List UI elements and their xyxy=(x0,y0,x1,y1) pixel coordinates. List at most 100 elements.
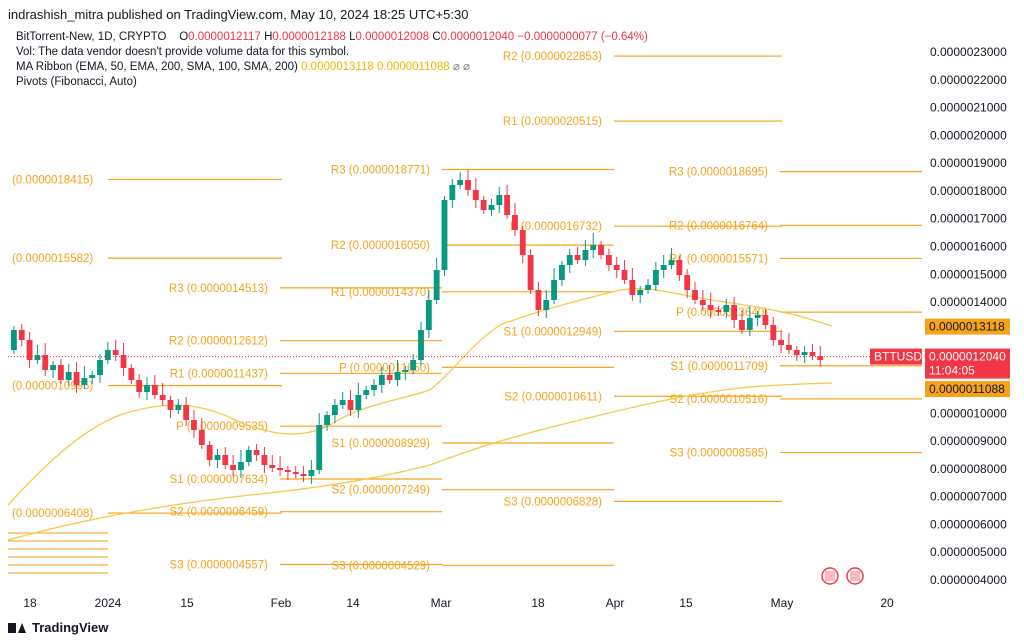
candle-body xyxy=(355,395,362,410)
us-flag-event-icon[interactable] xyxy=(821,567,839,585)
candle-body xyxy=(300,474,307,476)
candle-body xyxy=(754,315,761,318)
y-tick-label: 0.0000009000 xyxy=(930,434,1007,448)
pivot-label: (0.0000015582) xyxy=(12,253,93,265)
candle-body xyxy=(339,400,346,405)
change-value: −0.0000000077 (−0.64%) xyxy=(517,31,648,43)
y-tick-label: 0.0000007000 xyxy=(930,490,1007,504)
ma-ribbon-row[interactable]: MA Ribbon (EMA, 50, EMA, 200, SMA, 100, … xyxy=(16,60,648,75)
pivot-label: P (0.0000011650) xyxy=(339,362,430,374)
y-tick-label: 0.0000023000 xyxy=(930,45,1007,59)
candle-body xyxy=(551,280,557,300)
candle-body xyxy=(316,425,323,470)
y-tick-label: 0.0000019000 xyxy=(930,156,1007,170)
candle-body xyxy=(253,450,260,455)
candle-body xyxy=(245,450,252,462)
pivot-label: (0.0000010995) xyxy=(12,381,93,393)
y-tick-label: 0.0000010000 xyxy=(930,406,1007,420)
pivot-label: S1 (0.0000011709) xyxy=(670,361,768,373)
ma-badge-2-text: 0.0000011088 xyxy=(929,382,1005,396)
candle-body xyxy=(89,375,96,378)
candles xyxy=(8,170,922,484)
candle-body xyxy=(590,245,597,250)
close-value: 0.0000012040 xyxy=(440,31,515,43)
x-tick-label: 15 xyxy=(180,596,194,610)
ma-ribbon-lines xyxy=(7,288,833,541)
candle-body xyxy=(394,372,401,380)
x-tick-label: 18 xyxy=(23,596,37,610)
candle-body xyxy=(167,400,174,410)
x-tick-label: 2024 xyxy=(95,596,122,610)
candle-body xyxy=(598,245,604,255)
candle-body xyxy=(793,350,800,355)
candle-body xyxy=(527,255,534,290)
candle-body xyxy=(285,470,291,472)
candle-body xyxy=(684,275,691,290)
candle-body xyxy=(723,305,730,312)
tradingview-footer[interactable]: TradingView xyxy=(8,620,108,635)
candle-body xyxy=(50,365,56,370)
last-price-badge xyxy=(925,348,1010,379)
y-tick-label: 0.0000022000 xyxy=(930,73,1007,87)
x-tick-label: Apr xyxy=(606,596,625,610)
candle-body xyxy=(11,330,17,350)
ma-value-2: 0.0000011088 xyxy=(376,61,450,73)
candle-body xyxy=(637,290,644,295)
candle-body xyxy=(378,375,385,385)
x-tick-label: 20 xyxy=(880,596,894,610)
candle-body xyxy=(731,305,738,320)
candle-body xyxy=(582,250,589,260)
candle-body xyxy=(496,195,503,205)
pivot-label: R1 (0.0000015571) xyxy=(669,253,768,265)
last-price-text: 0.0000012040 xyxy=(929,350,1006,364)
pivot-label: S3 (0.0000004529) xyxy=(332,560,431,572)
pivot-label: R3 (0.0000018695) xyxy=(669,167,768,179)
x-tick-label: Mar xyxy=(431,596,452,610)
hidden-ma-icons[interactable]: ⌀ ⌀ xyxy=(452,61,470,73)
pivot-label: S3 (0.0000008585) xyxy=(670,448,769,460)
candle-body xyxy=(613,265,620,270)
candle-body xyxy=(73,372,80,385)
candle-body xyxy=(198,430,205,445)
open-label: O xyxy=(179,31,189,43)
y-tick-label: 0.0000021000 xyxy=(930,101,1007,115)
pivot-label: R2 (0.0000022853) xyxy=(503,51,602,63)
candle-body xyxy=(488,205,495,210)
ma-value-1: 0.0000013118 xyxy=(301,61,374,73)
high-label: H xyxy=(264,31,273,43)
pivot-label: P (0.0000013640) xyxy=(676,307,768,319)
candle-body xyxy=(128,368,135,380)
candle-body xyxy=(159,395,166,400)
symbol-badge-text: BTTUSD xyxy=(874,350,922,364)
candle-body xyxy=(104,350,111,360)
candle-body xyxy=(42,355,49,370)
candle-body xyxy=(605,255,612,265)
candle-body xyxy=(472,190,479,200)
candle-body xyxy=(715,310,722,312)
candle-body xyxy=(770,325,777,340)
symbol-badge xyxy=(870,348,922,365)
pivots-row[interactable]: Pivots (Fibonacci, Auto) xyxy=(16,75,648,90)
candle-body xyxy=(692,290,698,300)
symbol-name[interactable]: BitTorrent-New, 1D, CRYPTO xyxy=(16,31,167,43)
candle-body xyxy=(543,300,550,310)
candle-body xyxy=(676,260,683,275)
y-tick-label: 0.0000008000 xyxy=(930,462,1007,476)
volume-note: Vol: The data vendor doesn't provide vol… xyxy=(16,46,350,58)
x-tick-label: Feb xyxy=(271,596,292,610)
close-label: C xyxy=(432,31,441,43)
volume-row[interactable]: Vol: The data vendor doesn't provide vol… xyxy=(16,45,648,60)
candle-body xyxy=(292,472,299,474)
candle-body xyxy=(480,200,487,210)
y-tick-label: 0.0000017000 xyxy=(930,212,1007,226)
candle-body xyxy=(512,215,518,230)
candle-body xyxy=(183,405,190,420)
us-flag-event-icon[interactable] xyxy=(846,567,864,585)
candle-body xyxy=(136,380,143,392)
candle-body xyxy=(746,318,753,330)
candle-body xyxy=(81,378,88,385)
ma-badge-2 xyxy=(925,381,1010,398)
candle-body xyxy=(26,340,33,360)
pivot-label: S2 (0.0000006459) xyxy=(170,507,269,519)
